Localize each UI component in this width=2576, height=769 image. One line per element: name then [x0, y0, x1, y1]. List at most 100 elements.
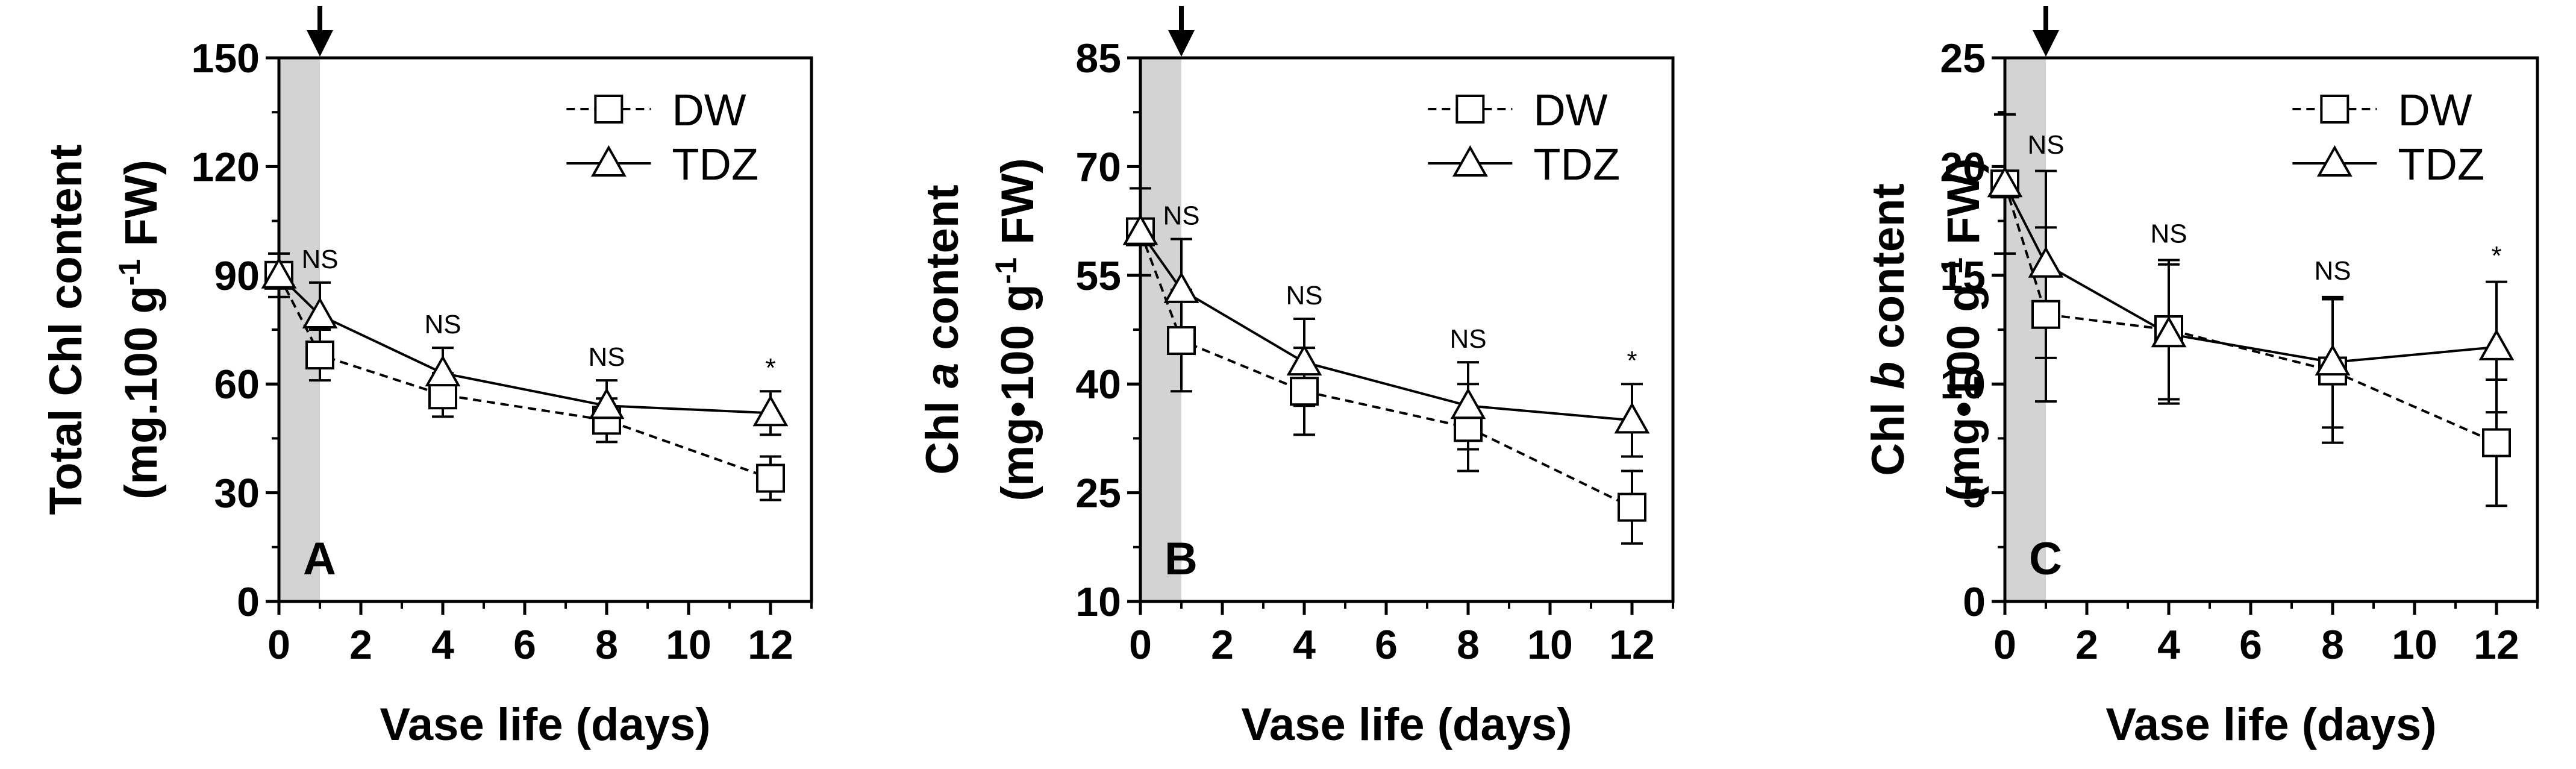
significance-label: NS [1449, 324, 1486, 354]
significance-label: * [765, 353, 775, 383]
panel-letter: A [303, 533, 336, 585]
data-point-tdz [2151, 316, 2187, 348]
y-tick-label: 15 [1940, 253, 1986, 299]
series-line-dw [2004, 183, 2497, 444]
y-axis-title-part: Total Chl content [40, 145, 92, 515]
y-tick-label: 10 [1940, 362, 1986, 407]
y-axis-title-part: content [1863, 183, 1914, 362]
x-tick-label: 0 [1129, 622, 1152, 668]
y-tick-label: 0 [237, 579, 260, 625]
x-tick-label: 4 [1293, 622, 1316, 668]
data-point-tdz [2315, 344, 2351, 376]
x-tick-label: 10 [666, 622, 711, 668]
legend-label-dw: DW [1533, 85, 1607, 135]
significance-label: NS [301, 245, 338, 274]
data-point-dw [1290, 377, 1319, 406]
y-axis-unit: (mg.100 g-1 FW) [113, 160, 167, 500]
y-axis-title-part: Chl [1863, 389, 1914, 476]
x-tick-label: 2 [1211, 622, 1234, 668]
y-axis-title-part: (mg•100 g [1938, 284, 1989, 501]
significance-label: NS [1286, 281, 1322, 310]
data-point-tdz [1163, 271, 1199, 303]
y-tick-label: 70 [1075, 144, 1121, 190]
y-axis-unit: (mg•100 g-1 FW) [1935, 158, 1989, 501]
legend-marker-dw [594, 95, 624, 124]
y-tick-label: 55 [1075, 253, 1121, 299]
data-point-tdz [589, 388, 625, 419]
data-point-tdz [1614, 402, 1650, 434]
data-point-tdz [1987, 166, 2023, 198]
significance-label: NS [2027, 130, 2064, 160]
significance-label: * [1627, 346, 1637, 375]
y-axis-title-part: FW) [1938, 158, 1989, 257]
significance-label: * [2491, 241, 2501, 271]
y-tick-label: 0 [1963, 579, 1986, 625]
x-tick-label: 8 [1457, 622, 1480, 668]
y-axis-title-part: b [1863, 362, 1914, 389]
y-tick-label: 30 [214, 471, 260, 516]
data-point-dw [1618, 492, 1646, 522]
x-tick-label: 4 [2157, 622, 2180, 668]
x-tick-label: 10 [1527, 622, 1573, 668]
data-point-tdz [261, 257, 297, 289]
x-tick-label: 8 [2321, 622, 2344, 668]
y-tick-label: 5 [1963, 471, 1986, 516]
x-tick-label: 4 [431, 622, 454, 668]
y-axis-title: Chl a content [917, 184, 968, 474]
significance-label: NS [2314, 256, 2351, 286]
series-line-tdz [1139, 231, 1633, 422]
data-point-tdz [302, 297, 338, 328]
y-tick-label: 10 [1075, 579, 1121, 625]
x-tick-label: 8 [595, 622, 618, 668]
legend-marker-tdz [2316, 145, 2352, 177]
x-tick-label: 12 [1609, 622, 1655, 668]
chart-panel-a: 0 30 60 90 120 150 0 2 4 6 8 10 12 Vase life (days) To… [40, 6, 813, 750]
treatment-arrow-head [1168, 30, 1195, 57]
legend-label-tdz: TDZ [672, 139, 758, 189]
y-tick-label: 20 [1940, 144, 1986, 190]
x-tick-label: 12 [748, 622, 793, 668]
data-point-tdz [1122, 213, 1158, 245]
significance-label: NS [1163, 201, 1199, 231]
y-axis-title-part: FW) [116, 160, 167, 259]
data-point-tdz [1286, 344, 1322, 376]
legend-label-tdz: TDZ [1533, 139, 1620, 189]
legend-label-tdz: TDZ [2398, 139, 2484, 189]
treatment-arrow-head [307, 30, 333, 57]
data-point-tdz [2028, 246, 2064, 278]
data-point-dw [1167, 326, 1196, 356]
data-point-dw [305, 341, 334, 370]
y-axis-title-part: a [917, 363, 968, 388]
x-tick-label: 12 [2474, 622, 2519, 668]
y-axis-title-part: (mg•100 g [992, 284, 1043, 501]
x-axis-title: Vase life (days) [2106, 699, 2436, 750]
data-point-dw [756, 463, 785, 493]
data-point-tdz [425, 355, 461, 387]
x-tick-label: 6 [1375, 622, 1398, 668]
y-axis-title-part: -1 [989, 257, 1023, 284]
x-tick-label: 2 [2075, 622, 2098, 668]
data-point-tdz [752, 395, 789, 427]
y-tick-label: 85 [1075, 36, 1121, 81]
y-tick-label: 90 [214, 253, 260, 299]
data-point-tdz [1450, 388, 1486, 419]
legend-marker-tdz [1452, 145, 1488, 177]
x-tick-label: 2 [349, 622, 372, 668]
data-point-tdz [2478, 328, 2515, 360]
panel-letter: B [1165, 533, 1198, 585]
treatment-arrow-head [2033, 30, 2059, 57]
legend-marker-dw [2320, 95, 2349, 124]
y-tick-label: 60 [214, 362, 260, 407]
series-line-tdz [2004, 183, 2497, 364]
y-tick-label: 25 [1940, 36, 1986, 81]
y-axis-title: Chl b content [1863, 183, 1914, 476]
x-axis-title: Vase life (days) [1241, 699, 1572, 750]
y-axis-title-part: -1 [113, 259, 146, 286]
y-axis-title-part: (mg.100 g [116, 286, 167, 500]
series-line-dw [278, 274, 771, 480]
x-tick-label: 6 [513, 622, 536, 668]
chart-panel-c: 0 5 10 15 20 25 0 2 4 6 8 10 12 Vase life (days) Chl b… [1863, 6, 2539, 750]
shaded-region [2005, 58, 2046, 601]
